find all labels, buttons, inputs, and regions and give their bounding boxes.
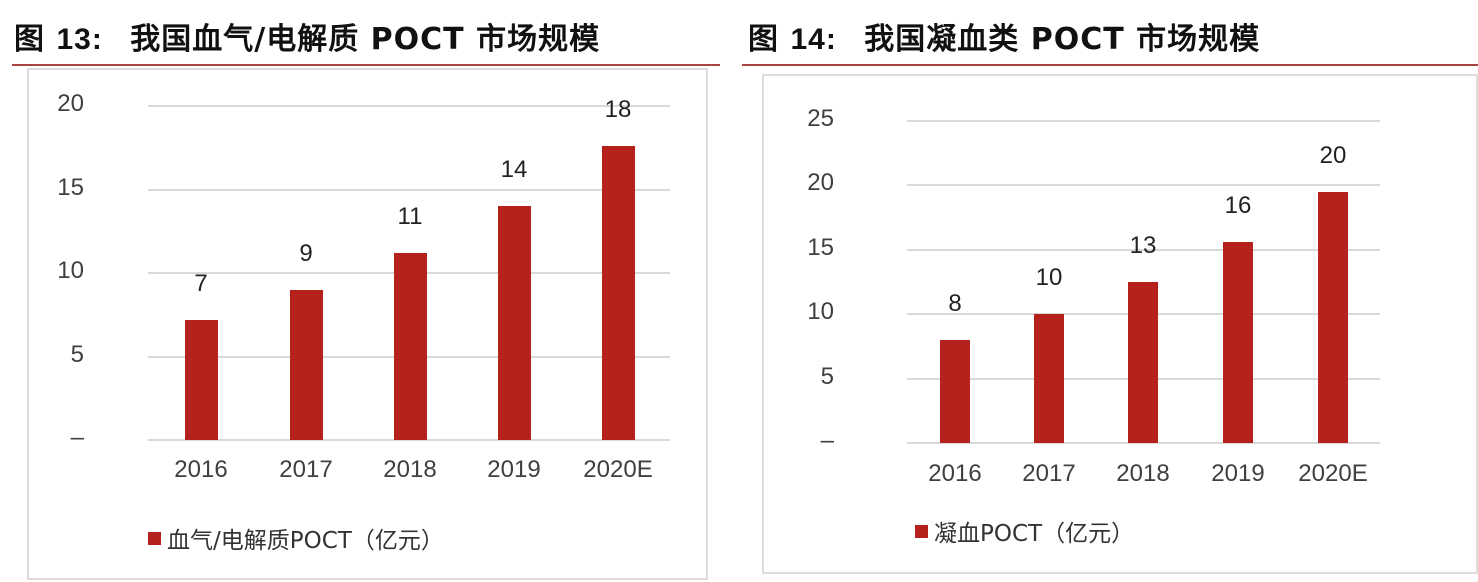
figure-14-title: 图 14: 我国凝血类 POCT 市场规模: [748, 14, 1260, 58]
x-tick-label: 2019: [1211, 460, 1265, 487]
x-tick-label: 2018: [383, 456, 437, 483]
title-text: 我国血气/电解质 POCT 市场规模: [130, 22, 601, 57]
title-number: 14:: [790, 23, 837, 56]
y-tick-label: 15: [57, 173, 84, 201]
chart-frame: [27, 68, 708, 580]
y-tick-label: 10: [807, 298, 834, 326]
gridline: [907, 184, 1380, 187]
y-tick-label: 20: [807, 169, 834, 197]
gridline: [907, 120, 1380, 122]
data-label: 13: [1129, 232, 1157, 259]
title-rule: [742, 64, 1478, 66]
x-tick-label: 2019: [487, 456, 541, 483]
data-label: 9: [299, 239, 313, 267]
bar: [1034, 314, 1064, 443]
x-tick-label: 2018: [1116, 460, 1170, 487]
legend: 血气/电解质POCT（亿元）: [148, 521, 444, 555]
data-label: 14: [500, 156, 528, 184]
y-tick-label: 5: [820, 362, 834, 390]
y-tick-label: –: [70, 424, 84, 451]
chart-frame: [762, 74, 1478, 574]
x-tick-label: 2016: [174, 456, 228, 483]
y-tick-label: 15: [807, 233, 834, 261]
title-number: 13:: [56, 23, 103, 56]
data-label: 7: [194, 269, 208, 297]
legend-label: 血气/电解质POCT（亿元）: [167, 528, 444, 554]
gridline: [907, 442, 1380, 444]
bar: [1223, 242, 1253, 443]
legend-label: 凝血POCT（亿元）: [934, 521, 1135, 547]
y-tick-label: –: [820, 427, 834, 454]
x-tick-label: 2017: [279, 456, 333, 483]
x-tick-label: 2020E: [1298, 460, 1368, 487]
y-tick-label: 25: [807, 105, 834, 132]
data-label: 8: [948, 289, 962, 317]
title-rule: [12, 64, 720, 66]
bar: [497, 206, 531, 440]
figure-13-title: 图 13: 我国血气/电解质 POCT 市场规模: [14, 14, 600, 58]
gridline: [148, 439, 670, 441]
y-tick-label: 10: [57, 257, 84, 284]
y-tick-label: 5: [70, 340, 84, 368]
title-prefix: 图: [748, 22, 779, 57]
y-tick-label: 20: [57, 90, 84, 117]
bar: [1318, 191, 1348, 443]
data-label: 18: [604, 96, 632, 124]
bar: [393, 252, 427, 440]
x-tick-label: 2017: [1022, 460, 1076, 487]
data-label: 20: [1319, 141, 1347, 169]
legend: 凝血POCT（亿元）: [915, 514, 1134, 548]
bar: [289, 289, 323, 440]
legend-swatch: [148, 531, 161, 545]
data-label: 10: [1035, 264, 1063, 292]
title-prefix: 图: [14, 22, 45, 57]
legend-swatch: [915, 524, 928, 538]
x-tick-label: 2020E: [583, 456, 653, 483]
gridline: [907, 248, 1380, 251]
bar: [1128, 282, 1158, 443]
bar: [601, 146, 635, 440]
data-label: 11: [397, 202, 423, 230]
gridline: [148, 188, 670, 191]
x-tick-label: 2016: [928, 460, 982, 487]
data-label: 16: [1224, 192, 1252, 220]
bar: [184, 319, 218, 440]
title-text: 我国凝血类 POCT 市场规模: [864, 22, 1261, 57]
bar: [940, 339, 970, 443]
gridline: [148, 105, 670, 107]
